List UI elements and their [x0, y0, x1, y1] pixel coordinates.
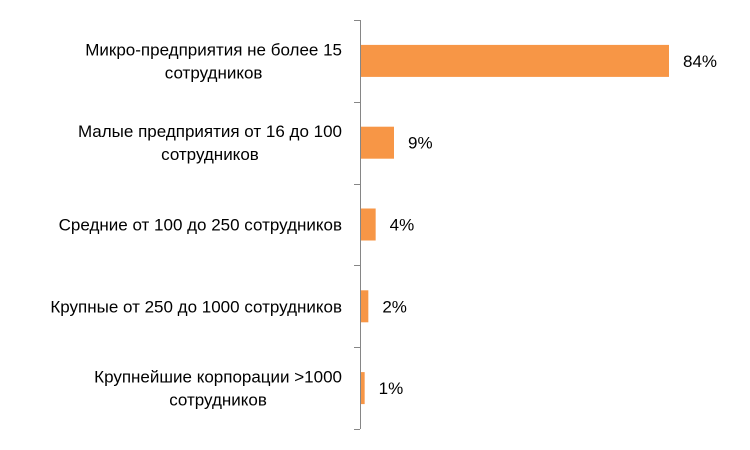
- labels-layer: 84% Микро-предприятия не более 15 сотрудни…: [50, 40, 717, 409]
- bars-layer: [361, 44, 669, 405]
- category-label-4: Крупнейшие корпорации >1000 сотрудников: [94, 368, 342, 410]
- category-label-0: Микро-предприятия не более 15 сотрудников: [85, 40, 342, 82]
- bar-1: [361, 126, 394, 159]
- bar-4: [361, 372, 365, 405]
- category-label-1: Малые предприятия от 16 до 100 сотруднико…: [78, 122, 342, 164]
- category-label-line: Микро-предприятия не более 15: [85, 40, 342, 59]
- category-label-line: сотрудников: [165, 63, 263, 82]
- bar-2: [361, 208, 376, 241]
- data-label-2: 4%: [390, 216, 415, 235]
- bar-0: [361, 44, 669, 77]
- category-label-line: сотрудников: [169, 391, 267, 410]
- data-label-1: 9%: [408, 134, 433, 153]
- data-label-4: 1%: [379, 379, 404, 398]
- category-label-3: Крупные от 250 до 1000 сотрудников: [50, 297, 342, 316]
- category-label-line: Малые предприятия от 16 до 100: [78, 122, 342, 141]
- data-label-0: 84%: [683, 52, 717, 71]
- data-label-3: 2%: [382, 297, 407, 316]
- axis-layer: [354, 20, 361, 430]
- category-label-line: Крупнейшие корпорации >1000: [94, 368, 342, 387]
- category-label-line: Средние от 100 до 250 сотрудников: [59, 216, 342, 235]
- bar-3: [361, 290, 369, 323]
- category-label-line: сотрудников: [161, 145, 259, 164]
- category-label-2: Средние от 100 до 250 сотрудников: [59, 216, 342, 235]
- category-label-line: Крупные от 250 до 1000 сотрудников: [50, 297, 342, 316]
